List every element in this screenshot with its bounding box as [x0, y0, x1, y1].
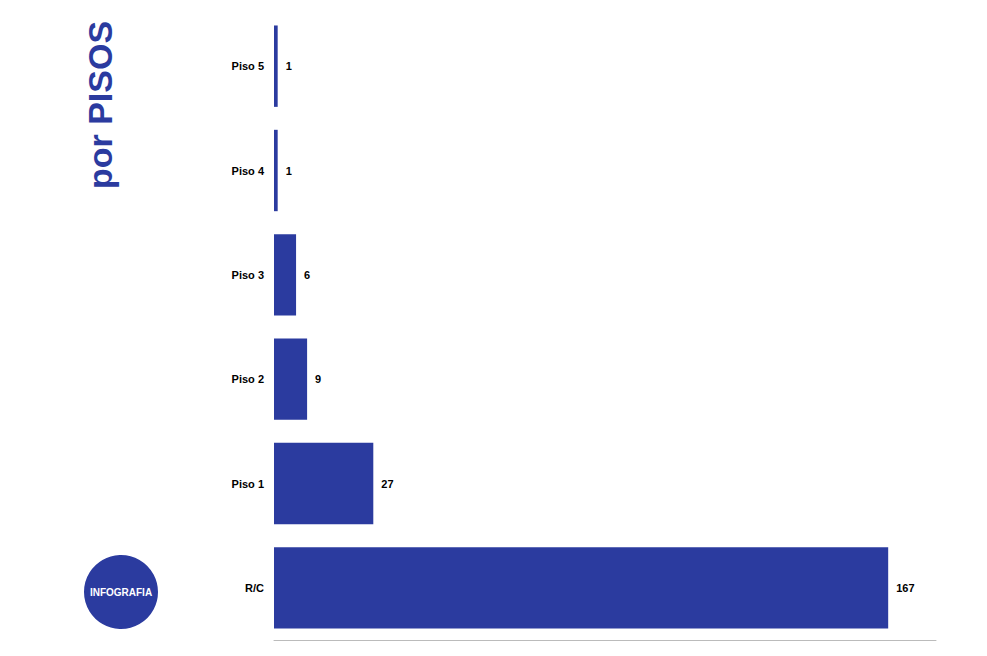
svg-text:Piso 2: Piso 2 [232, 373, 264, 385]
svg-text:Piso 1: Piso 1 [232, 478, 264, 490]
svg-text:Piso 5: Piso 5 [232, 60, 264, 72]
svg-text:Piso 4: Piso 4 [232, 165, 265, 177]
svg-text:INFOGRAFIA: INFOGRAFIA [90, 587, 152, 598]
svg-text:Piso 3: Piso 3 [232, 269, 264, 281]
svg-text:9: 9 [315, 373, 321, 385]
svg-text:27: 27 [381, 478, 393, 490]
svg-text:167: 167 [896, 582, 914, 594]
svg-text:6: 6 [304, 269, 310, 281]
svg-text:por PISOS: por PISOS [81, 21, 119, 189]
svg-text:1: 1 [286, 60, 292, 72]
svg-text:1: 1 [286, 165, 292, 177]
svg-text:R/C: R/C [245, 582, 264, 594]
